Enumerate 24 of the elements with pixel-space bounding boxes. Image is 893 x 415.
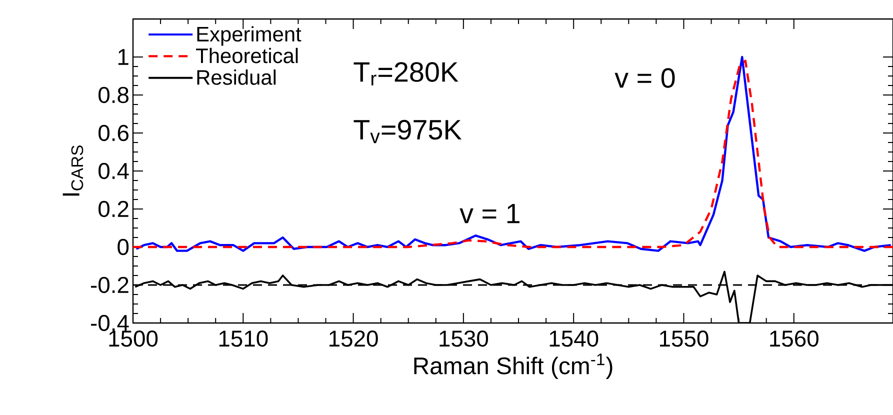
y-tick-label: -0.4 (91, 314, 129, 332)
y-tick-label: -0.2 (91, 276, 128, 294)
legend-label: Theoretical (196, 48, 298, 64)
y-tick-label: 0.4 (98, 162, 129, 180)
y-tick-label: 1 (118, 49, 128, 65)
x-tick-label: 1520 (330, 330, 378, 347)
annotation: v = 0 (614, 68, 675, 88)
x-tick-label: 1540 (550, 330, 598, 347)
y-tick-label: 0 (118, 238, 129, 256)
x-axis-title: Raman Shift (cm$^{-1}$) (414, 354, 612, 380)
y-axis-title: I$_{CARS}$ (62, 145, 84, 196)
annotation: T$_{r}$=280K (354, 62, 458, 86)
x-tick-label: 1550 (660, 330, 708, 347)
y-tick-label: 0.8 (98, 86, 128, 104)
annotation: v = 1 (460, 204, 520, 224)
x-tick-label: 1500 (109, 330, 158, 347)
legend-label: Experiment (197, 26, 302, 46)
y-tick-label: 0.6 (98, 124, 128, 142)
x-tick-label: 1560 (770, 330, 818, 347)
x-tick-label: 1510 (219, 330, 268, 347)
legend-label: Residual (197, 70, 276, 85)
y-tick-label: 0.2 (98, 200, 128, 218)
annotation: T$_{v}$=975K (354, 120, 462, 144)
x-tick-label: 1530 (440, 330, 488, 347)
